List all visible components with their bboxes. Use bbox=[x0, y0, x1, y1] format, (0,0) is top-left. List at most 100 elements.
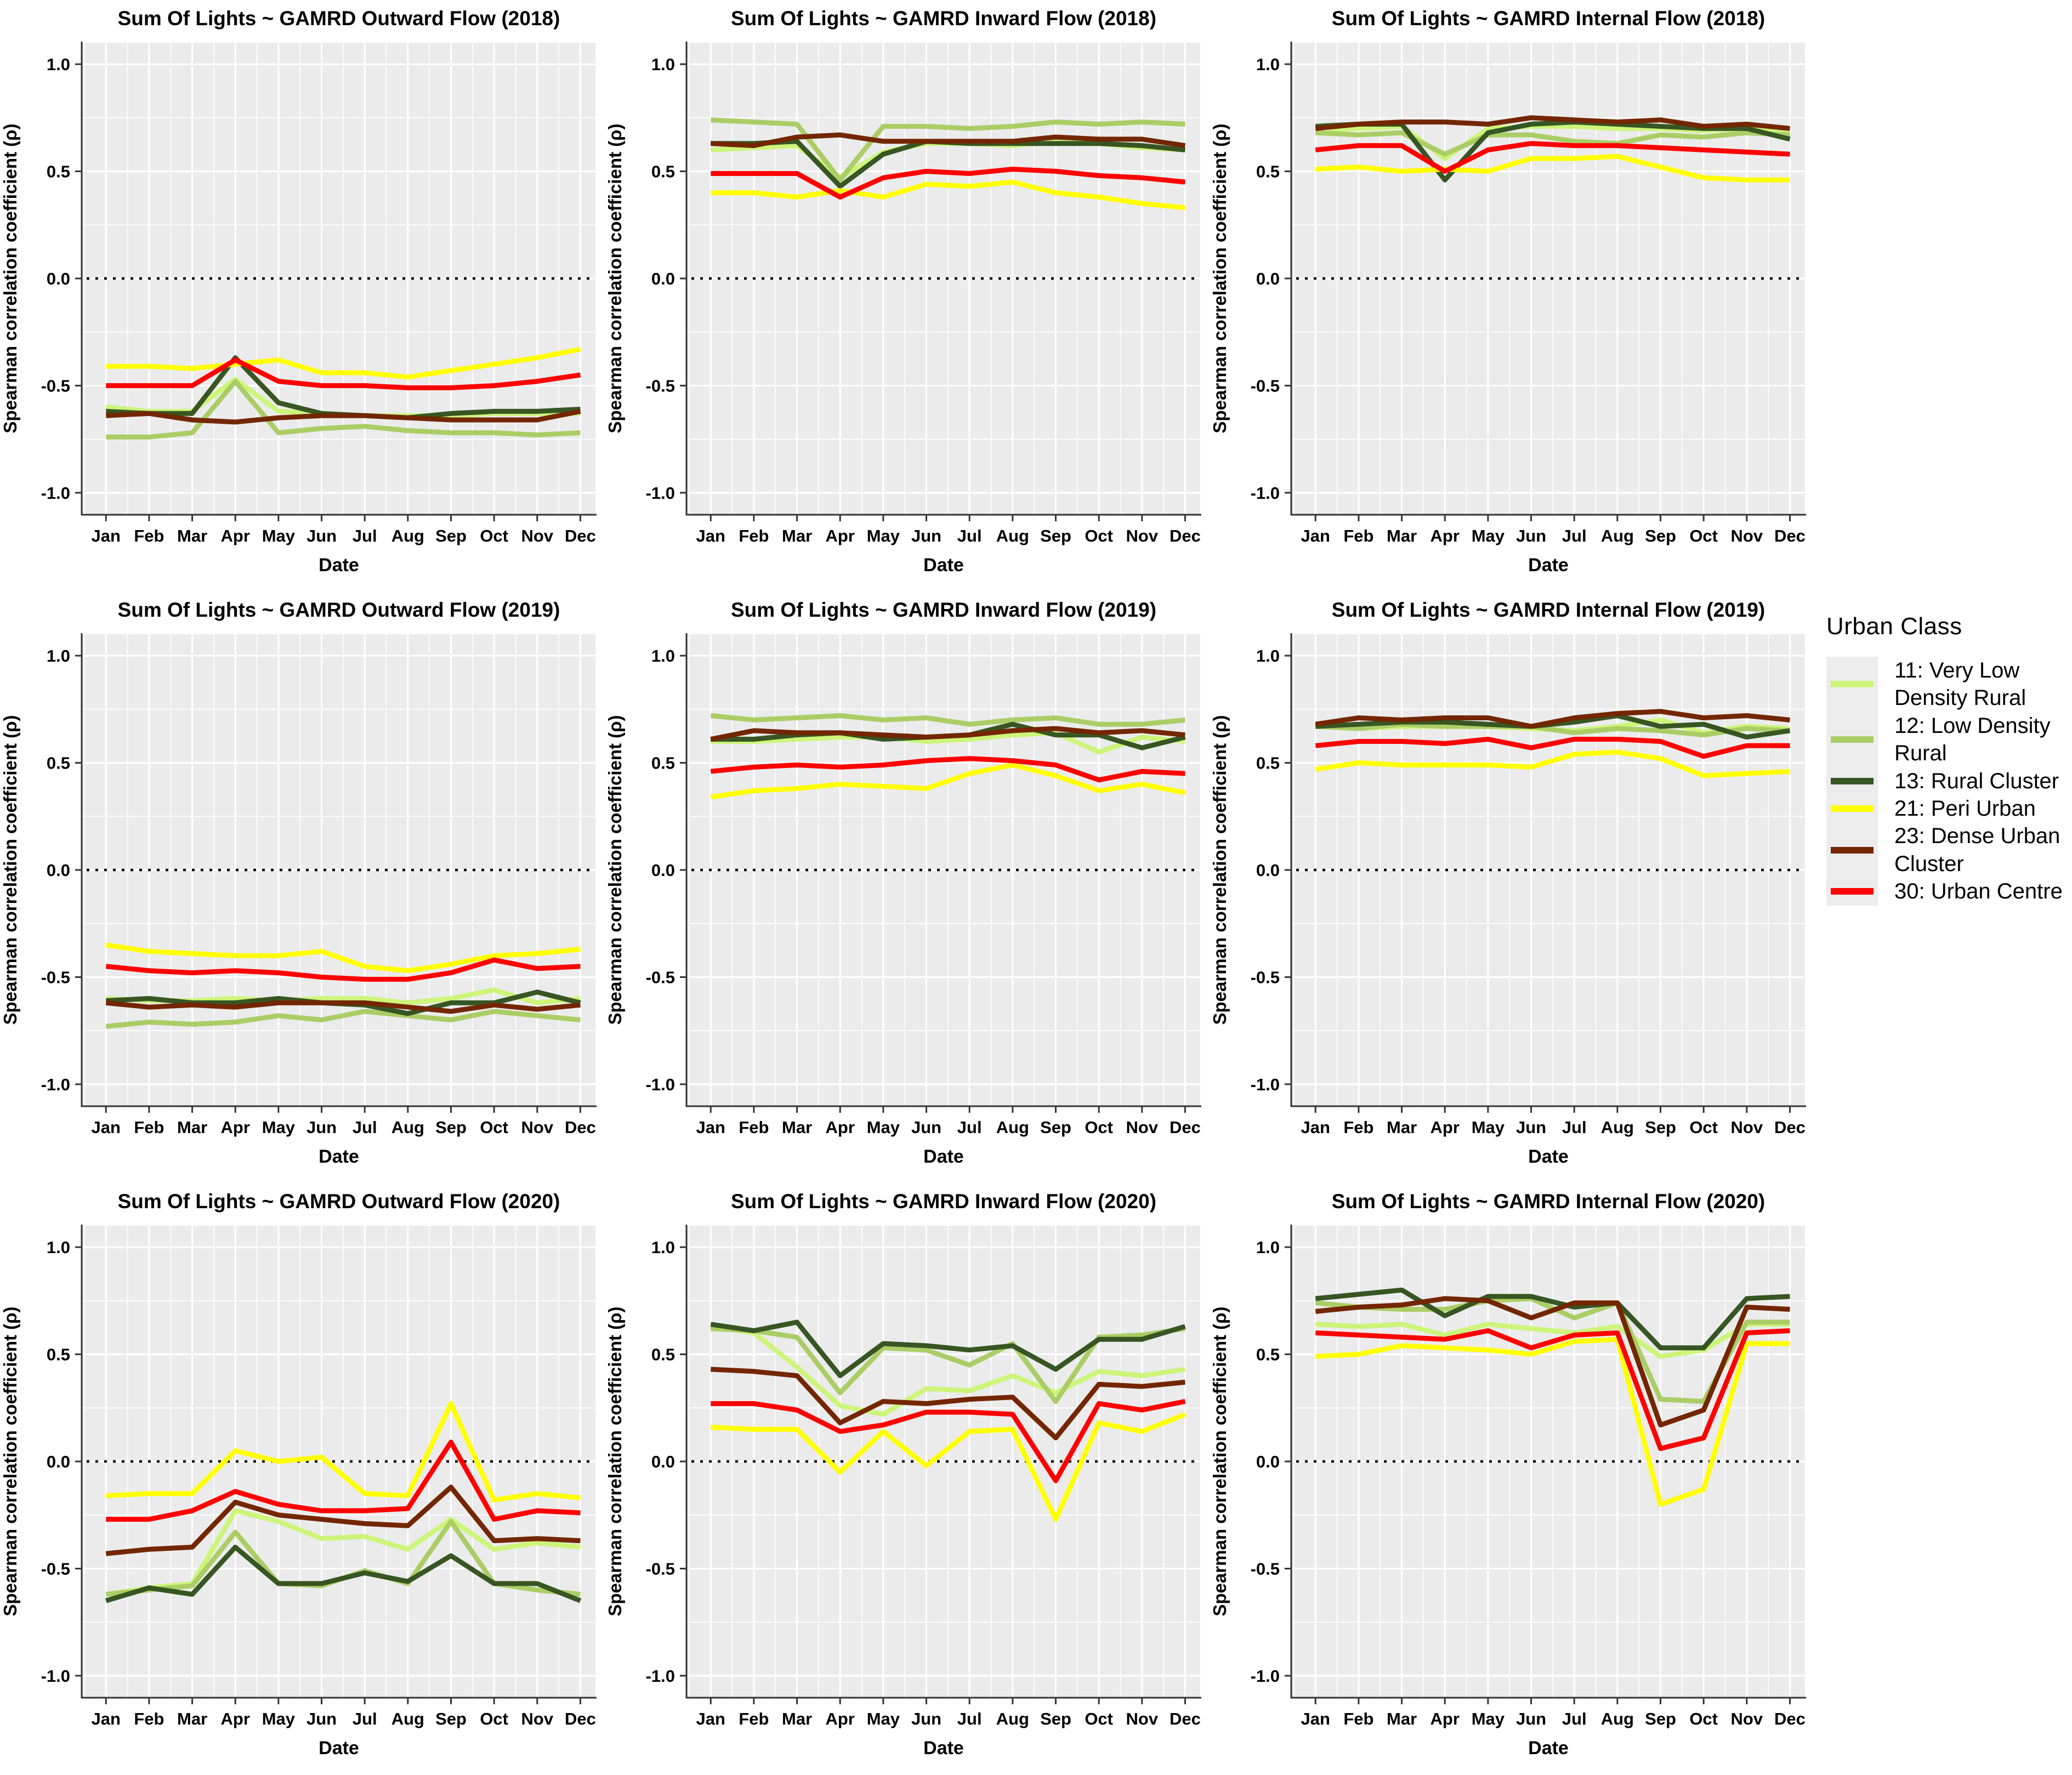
series-line-21 bbox=[1315, 1336, 1790, 1507]
svg-text:May: May bbox=[1472, 1118, 1505, 1137]
svg-text:Aug: Aug bbox=[996, 1709, 1029, 1728]
svg-text:Sep: Sep bbox=[1645, 1118, 1676, 1137]
chart-internal-2020: 1.0 0.5 0.0 -0.5 -1.0 Jan Feb Mar Apr May Jun Jul Au… bbox=[1210, 1183, 1814, 1774]
major-gridlines bbox=[687, 634, 1200, 1106]
svg-text:Jun: Jun bbox=[911, 1118, 941, 1137]
svg-text:Oct: Oct bbox=[1689, 526, 1718, 545]
legend-entry-13: 13: Rural Cluster bbox=[1826, 767, 2072, 795]
chart-outward-2018: 1.0 0.5 0.0 -0.5 -1.0 Jan Feb Mar Apr May Jun Jul Au… bbox=[0, 0, 605, 591]
chart-title: Sum Of Lights ~ GAMRD Inward Flow (2018) bbox=[731, 7, 1156, 30]
legend-line-icon bbox=[1831, 681, 1874, 688]
svg-text:Dec: Dec bbox=[1774, 1709, 1806, 1728]
svg-text:May: May bbox=[262, 1118, 296, 1137]
svg-text:Apr: Apr bbox=[826, 1709, 855, 1728]
y-axis-title: Spearman correlation coefficient (ρ) bbox=[0, 715, 20, 1025]
svg-text:Mar: Mar bbox=[177, 1118, 207, 1137]
x-tick-labels: Jan Feb Mar Apr May Jun Jul Aug Sep Oct Nov Dec bbox=[696, 1118, 1201, 1137]
chart-svg-internal-2019: 1.0 0.5 0.0 -0.5 -1.0 Jan Feb Mar Apr May Jun Jul Au… bbox=[1210, 591, 1814, 1183]
x-axis-title: Date bbox=[923, 1738, 964, 1759]
svg-text:Sep: Sep bbox=[1040, 1709, 1071, 1728]
chart-inward-2018: 1.0 0.5 0.0 -0.5 -1.0 Jan Feb Mar Apr May Jun Jul Au… bbox=[605, 0, 1210, 591]
x-tick-labels: Jan Feb Mar Apr May Jun Jul Aug Sep Oct Nov Dec bbox=[92, 526, 596, 545]
svg-text:Oct: Oct bbox=[1085, 1118, 1113, 1137]
series-lines bbox=[1315, 1287, 1790, 1507]
svg-text:-1.0: -1.0 bbox=[646, 483, 675, 503]
series-lines bbox=[105, 346, 581, 440]
legend-entry-11: 11: Very Low Density Rural bbox=[1826, 657, 2072, 712]
svg-text:-0.5: -0.5 bbox=[41, 1559, 70, 1578]
svg-text:Aug: Aug bbox=[1601, 526, 1634, 545]
svg-text:1.0: 1.0 bbox=[47, 646, 70, 665]
svg-text:Nov: Nov bbox=[1731, 526, 1763, 545]
svg-text:0.5: 0.5 bbox=[47, 754, 70, 773]
legend-line-icon bbox=[1831, 888, 1874, 895]
chart-title: Sum Of Lights ~ GAMRD Inward Flow (2020) bbox=[731, 1190, 1156, 1213]
svg-text:Feb: Feb bbox=[134, 526, 164, 545]
legend-line-icon bbox=[1831, 805, 1874, 812]
legend-line-icon bbox=[1831, 846, 1874, 854]
svg-text:Sep: Sep bbox=[435, 1709, 467, 1728]
legend-key-swatch-21 bbox=[1826, 794, 1878, 823]
svg-text:0.5: 0.5 bbox=[1256, 754, 1280, 773]
svg-text:Nov: Nov bbox=[1126, 1709, 1159, 1728]
chart-title: Sum Of Lights ~ GAMRD Outward Flow (2020… bbox=[118, 1190, 560, 1213]
chart-inward-2019: 1.0 0.5 0.0 -0.5 -1.0 Jan Feb Mar Apr May Jun Jul Au… bbox=[605, 591, 1210, 1183]
svg-text:Aug: Aug bbox=[996, 526, 1029, 545]
svg-text:0.5: 0.5 bbox=[651, 1345, 675, 1364]
svg-text:Dec: Dec bbox=[565, 1118, 596, 1137]
series-line-23 bbox=[710, 726, 1185, 742]
svg-text:0.0: 0.0 bbox=[47, 861, 70, 880]
series-line-21 bbox=[105, 942, 581, 974]
series-line-12 bbox=[711, 1326, 1186, 1404]
svg-text:Aug: Aug bbox=[1601, 1118, 1634, 1137]
svg-text:Jun: Jun bbox=[911, 1709, 941, 1728]
series-line-30 bbox=[711, 1399, 1186, 1483]
series-line-21 bbox=[711, 179, 1185, 211]
svg-text:Oct: Oct bbox=[1085, 1709, 1113, 1728]
svg-text:Jul: Jul bbox=[1562, 1118, 1587, 1137]
series-line-21 bbox=[1315, 749, 1790, 778]
x-axis-title: Date bbox=[319, 1146, 359, 1167]
svg-text:Jan: Jan bbox=[696, 1118, 725, 1137]
svg-text:Jul: Jul bbox=[353, 1709, 377, 1728]
svg-text:Mar: Mar bbox=[1387, 526, 1417, 545]
svg-text:Sep: Sep bbox=[1040, 526, 1071, 545]
svg-text:1.0: 1.0 bbox=[651, 646, 675, 665]
legend-key-swatch-23 bbox=[1826, 822, 1878, 878]
legend-label: 11: Very Low Density Rural bbox=[1894, 658, 2026, 710]
chart-internal-2019: 1.0 0.5 0.0 -0.5 -1.0 Jan Feb Mar Apr May Jun Jul Au… bbox=[1210, 591, 1814, 1183]
svg-text:May: May bbox=[867, 1118, 900, 1137]
legend-key-swatch-13 bbox=[1826, 767, 1878, 795]
y-tick-labels: 1.0 0.5 0.0 -0.5 -1.0 bbox=[41, 55, 70, 503]
tick-marks bbox=[75, 63, 581, 521]
tick-marks bbox=[680, 655, 1186, 1113]
tick-marks bbox=[1285, 655, 1791, 1113]
svg-text:-0.5: -0.5 bbox=[646, 376, 675, 395]
legend-line-icon bbox=[1831, 777, 1874, 784]
series-line-11 bbox=[1315, 1322, 1790, 1359]
svg-text:0.0: 0.0 bbox=[47, 1452, 70, 1471]
y-axis-title: Spearman correlation coefficient (ρ) bbox=[605, 715, 625, 1025]
chart-svg-outward-2018: 1.0 0.5 0.0 -0.5 -1.0 Jan Feb Mar Apr May Jun Jul Au… bbox=[0, 0, 605, 591]
y-tick-labels: 1.0 0.5 0.0 -0.5 -1.0 bbox=[41, 1238, 70, 1686]
series-line-12 bbox=[711, 117, 1185, 183]
series-line-23 bbox=[105, 1484, 581, 1556]
chart-outward-2019: 1.0 0.5 0.0 -0.5 -1.0 Jan Feb Mar Apr May Jun Jul Au… bbox=[0, 591, 605, 1183]
svg-text:Jul: Jul bbox=[1562, 526, 1587, 545]
svg-text:-0.5: -0.5 bbox=[1251, 1559, 1280, 1578]
x-tick-labels: Jan Feb Mar Apr May Jun Jul Aug Sep Oct Nov Dec bbox=[92, 1709, 596, 1728]
legend-label: 12: Low Density Rural bbox=[1894, 713, 2051, 766]
svg-text:1.0: 1.0 bbox=[1256, 1238, 1280, 1257]
x-axis-title: Date bbox=[1528, 1738, 1569, 1759]
x-tick-labels: Jan Feb Mar Apr May Jun Jul Aug Sep Oct Nov Dec bbox=[1301, 526, 1806, 545]
series-lines bbox=[105, 942, 581, 1029]
svg-text:1.0: 1.0 bbox=[651, 1238, 675, 1257]
svg-text:Sep: Sep bbox=[435, 526, 467, 545]
tick-marks bbox=[75, 655, 581, 1113]
svg-text:Feb: Feb bbox=[134, 1118, 164, 1137]
x-tick-labels: Jan Feb Mar Apr May Jun Jul Aug Sep Oct Nov Dec bbox=[1301, 1709, 1806, 1728]
chart-svg-internal-2020: 1.0 0.5 0.0 -0.5 -1.0 Jan Feb Mar Apr May Jun Jul Au… bbox=[1210, 1183, 1814, 1774]
series-line-21 bbox=[106, 346, 581, 380]
y-axis-title: Spearman correlation coefficient (ρ) bbox=[1210, 715, 1230, 1025]
series-line-23 bbox=[1315, 1296, 1790, 1427]
